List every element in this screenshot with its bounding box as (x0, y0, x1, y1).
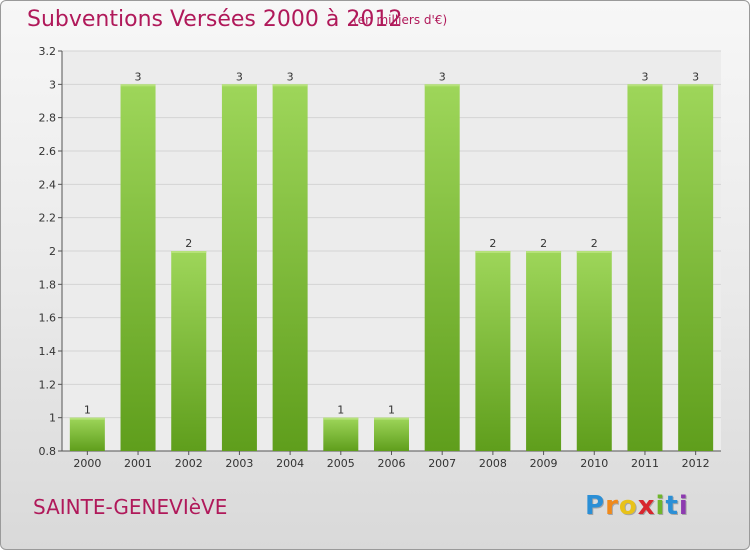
data-label: 2 (489, 237, 496, 250)
x-tick-label: 2007 (428, 457, 456, 470)
plot-area: 0.8 1 1.2 1.4 1.6 1.8 2 2.2 2.4 2.6 2.8 3 3.2 1 2000 3 2… (39, 45, 721, 470)
x-tick-label: 2004 (276, 457, 304, 470)
data-label: 2 (591, 237, 598, 250)
bar (69, 417, 105, 451)
bar-highlight (627, 84, 663, 87)
bar-highlight (69, 417, 105, 420)
data-label: 1 (388, 404, 395, 417)
logo-letter: i (655, 491, 666, 521)
y-tick-label: 2.6 (39, 145, 57, 158)
x-tick-label: 2003 (225, 457, 253, 470)
y-tick-label: 1.6 (39, 312, 57, 325)
bar (678, 84, 714, 451)
y-tick-label: 3.2 (39, 45, 57, 58)
bar (526, 251, 562, 451)
bar-highlight (120, 84, 156, 87)
x-tick-label: 2012 (682, 457, 710, 470)
x-tick-label: 2000 (73, 457, 101, 470)
bar (171, 251, 207, 451)
proxiti-logo[interactable]: Proxiti (585, 491, 689, 521)
logo-letter: x (637, 491, 656, 521)
bar (323, 417, 359, 451)
bar (272, 84, 308, 451)
y-tick-label: 2.8 (39, 112, 57, 125)
chart-title: Subventions Versées 2000 à 2012 (27, 7, 403, 32)
bar-highlight (526, 251, 562, 253)
data-label: 1 (84, 404, 91, 417)
y-tick-label: 1.2 (39, 378, 57, 391)
logo-letter: i (678, 491, 689, 521)
bar-highlight (171, 251, 207, 253)
bar-highlight (424, 84, 460, 87)
logo-letter: r (605, 491, 619, 521)
data-label: 3 (641, 70, 648, 83)
data-label: 3 (135, 70, 142, 83)
bar-highlight (475, 251, 511, 253)
bar-highlight (221, 84, 257, 87)
x-tick-label: 2002 (175, 457, 203, 470)
city-name: SAINTE-GENEVIèVE (33, 495, 228, 519)
y-tick-label: 2.2 (39, 212, 57, 225)
y-tick-label: 1.8 (39, 278, 57, 291)
bar (475, 251, 511, 451)
logo-letter: t (665, 491, 679, 521)
bar-highlight (576, 251, 612, 253)
bar (627, 84, 663, 451)
y-tick-label: 3 (49, 78, 56, 91)
y-tick-label: 2 (49, 245, 56, 258)
y-tick-label: 1 (49, 412, 56, 425)
data-label: 3 (236, 70, 243, 83)
data-label: 2 (540, 237, 547, 250)
logo-letter: o (618, 491, 638, 521)
bar-highlight (272, 84, 308, 87)
chart-subtitle: (en milliers d'€) (353, 13, 448, 27)
y-tick-label: 2.4 (39, 178, 57, 191)
data-label: 3 (439, 70, 446, 83)
data-label: 3 (692, 70, 699, 83)
y-tick-label: 1.4 (39, 345, 57, 358)
bar (424, 84, 460, 451)
x-tick-label: 2010 (580, 457, 608, 470)
x-tick-label: 2006 (378, 457, 406, 470)
bar (221, 84, 257, 451)
x-tick-label: 2001 (124, 457, 152, 470)
bar (120, 84, 156, 451)
y-tick-label: 0.8 (39, 445, 57, 458)
x-tick-label: 2011 (631, 457, 659, 470)
bar-highlight (323, 417, 359, 420)
x-tick-label: 2009 (530, 457, 558, 470)
bar-highlight (678, 84, 714, 87)
logo-letter: P (585, 491, 606, 521)
bar (374, 417, 409, 451)
data-label: 1 (337, 404, 344, 417)
data-label: 2 (185, 237, 192, 250)
bar (576, 251, 612, 451)
bar-highlight (374, 417, 409, 420)
data-label: 3 (287, 70, 294, 83)
x-tick-label: 2008 (479, 457, 507, 470)
x-tick-label: 2005 (327, 457, 355, 470)
